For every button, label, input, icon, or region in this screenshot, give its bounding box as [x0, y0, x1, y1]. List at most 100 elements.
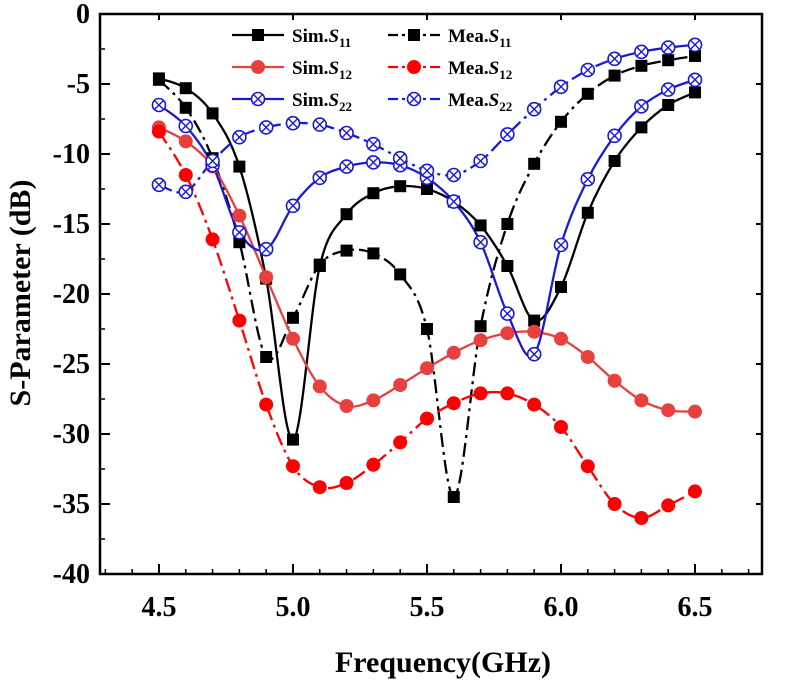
x-tick-label: 4.5 — [141, 592, 176, 623]
data-point-sim-s22 — [446, 194, 462, 209]
data-point-mea-s12 — [178, 168, 193, 182]
data-point-sim-s22 — [366, 155, 381, 170]
data-point-mea-s22 — [232, 129, 247, 145]
data-point-mea-s11 — [394, 268, 407, 281]
data-point-mea-s11 — [474, 320, 487, 333]
data-point-sim-s22 — [258, 241, 274, 257]
data-point-sim-s11 — [474, 219, 487, 232]
legend-label: Mea.S22 — [448, 90, 512, 114]
data-point-sim-s22 — [687, 72, 703, 88]
data-point-sim-s12 — [178, 134, 193, 149]
data-point-mea-s12 — [339, 476, 354, 490]
legend-marker — [408, 29, 420, 41]
data-point-mea-s12 — [580, 459, 595, 474]
y-tick-label: -5 — [67, 69, 90, 100]
data-point-mea-s12 — [661, 498, 676, 513]
data-point-sim-s22 — [232, 225, 247, 240]
data-point-sim-s11 — [501, 260, 514, 272]
data-point-sim-s12 — [366, 393, 381, 408]
data-point-sim-s12 — [259, 270, 274, 285]
data-point-sim-s22 — [151, 97, 167, 113]
data-point-mea-s12 — [553, 420, 568, 434]
data-point-sim-s11 — [233, 160, 246, 173]
y-tick-label: 0 — [76, 0, 90, 30]
data-point-sim-s22 — [500, 306, 515, 321]
data-point-mea-s11 — [528, 157, 541, 170]
data-point-sim-s22 — [339, 159, 354, 174]
data-point-mea-s11 — [554, 115, 567, 128]
data-point-mea-s11 — [635, 59, 648, 72]
data-point-mea-s12 — [527, 397, 542, 412]
data-point-sim-s22 — [473, 234, 488, 250]
data-point-mea-s22 — [258, 120, 274, 135]
y-tick-label: -35 — [53, 489, 90, 520]
data-point-sim-s12 — [339, 399, 354, 413]
data-point-sim-s11 — [394, 180, 407, 193]
data-point-sim-s22 — [634, 99, 649, 114]
data-point-sim-s11 — [554, 281, 567, 293]
y-tick-label: -25 — [53, 349, 90, 380]
data-point-mea-s12 — [473, 386, 488, 401]
data-point-mea-s22 — [634, 44, 649, 60]
data-point-mea-s22 — [312, 117, 328, 132]
data-point-sim-s22 — [526, 346, 542, 362]
data-point-mea-s22 — [392, 150, 408, 166]
data-point-mea-s12 — [419, 411, 434, 426]
series-line-mea-s11 — [158, 54, 696, 499]
data-point-mea-s22 — [580, 62, 596, 78]
data-point-sim-s12 — [687, 404, 702, 419]
data-point-mea-s11 — [313, 258, 326, 271]
legend-marker — [251, 60, 265, 74]
data-point-sim-s12 — [285, 331, 300, 346]
data-point-mea-s22 — [339, 125, 354, 141]
data-point-mea-s22 — [285, 115, 301, 131]
data-point-sim-s11 — [340, 208, 353, 221]
data-point-sim-s12 — [580, 350, 595, 364]
legend-entry-mea-s22: Mea.S22 — [388, 90, 512, 114]
x-tick-label: 6.0 — [543, 592, 578, 623]
data-point-sim-s11 — [688, 86, 701, 99]
data-point-sim-s22 — [312, 170, 328, 186]
x-axis-title: Frequency(GHz) — [335, 646, 551, 679]
data-point-mea-s12 — [687, 484, 702, 499]
data-point-sim-s11 — [420, 183, 433, 195]
y-axis-title: S-Parameter (dB) — [4, 180, 37, 407]
x-tick-label: 5.5 — [409, 592, 444, 623]
data-point-mea-s22 — [526, 101, 542, 117]
data-point-sim-s12 — [419, 361, 434, 376]
data-point-mea-s12 — [607, 497, 622, 511]
data-point-sim-s12 — [607, 373, 622, 388]
data-point-mea-s22 — [500, 127, 515, 142]
x-tick-label: 6.5 — [677, 592, 712, 623]
legend-marker — [252, 29, 264, 41]
data-point-mea-s11 — [152, 73, 165, 86]
x-tick-label: 5.0 — [275, 592, 310, 623]
data-point-sim-s11 — [367, 187, 380, 200]
y-tick-label: -15 — [53, 209, 90, 240]
data-point-mea-s22 — [151, 177, 167, 193]
legend-marker — [406, 91, 422, 107]
data-point-mea-s11 — [260, 351, 273, 363]
data-point-mea-s22 — [660, 40, 676, 55]
data-point-mea-s11 — [179, 101, 192, 114]
legend-label: Mea.S12 — [448, 58, 512, 82]
data-point-mea-s11 — [340, 244, 353, 257]
data-point-mea-s22 — [446, 167, 462, 183]
data-point-sim-s11 — [286, 433, 299, 446]
data-point-sim-s22 — [607, 128, 622, 144]
data-point-mea-s11 — [420, 323, 433, 335]
data-point-sim-s12 — [500, 326, 515, 341]
data-point-mea-s11 — [662, 54, 675, 67]
data-point-sim-s12 — [661, 403, 676, 418]
data-point-sim-s11 — [179, 82, 192, 95]
data-point-sim-s12 — [553, 331, 568, 346]
legend-marker — [250, 91, 266, 107]
data-point-sim-s12 — [473, 333, 488, 348]
data-point-mea-s12 — [259, 397, 274, 412]
data-point-sim-s11 — [635, 121, 648, 134]
data-point-mea-s12 — [634, 511, 649, 525]
data-point-sim-s22 — [178, 118, 194, 134]
data-point-mea-s22 — [205, 153, 220, 169]
legend-label: Sim.S22 — [292, 90, 352, 114]
